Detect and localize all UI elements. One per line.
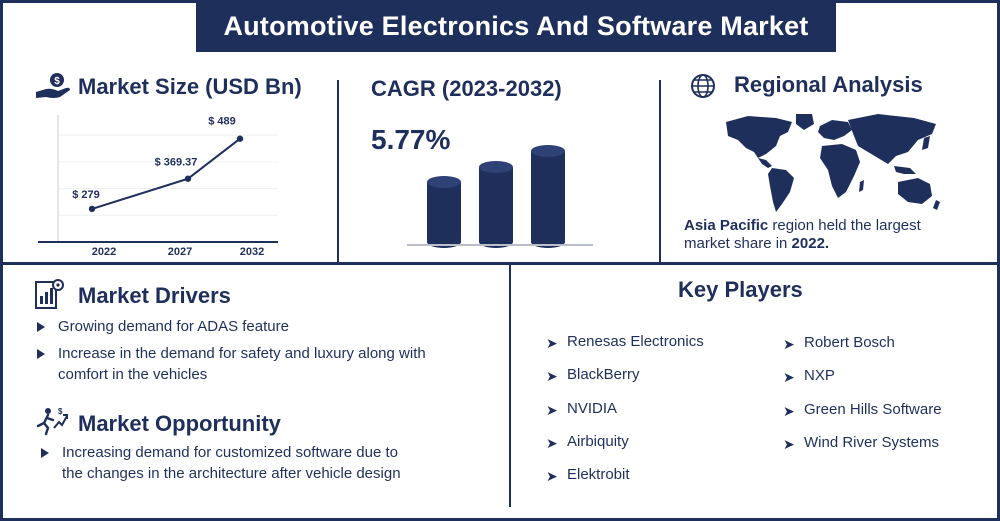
series-line <box>91 137 241 210</box>
key-player-right-3: Green Hills Software <box>804 401 942 418</box>
money-hand-icon: $ <box>34 72 74 107</box>
data-point-2027 <box>184 175 192 182</box>
key-player-arrow-icon: ➤ <box>783 336 795 352</box>
report-chart-icon <box>34 278 64 315</box>
x-tick-label-2022: 2022 <box>92 246 116 258</box>
opportunity-bullet-1 <box>41 448 49 458</box>
section-divider-2 <box>659 80 661 262</box>
key-players-heading: Key Players <box>678 277 803 302</box>
cagr-value: 5.77% <box>371 124 451 155</box>
key-player-arrow-icon: ➤ <box>546 435 558 451</box>
key-player-arrow-icon: ➤ <box>546 335 558 351</box>
key-player-left-2: BlackBerry <box>567 366 640 383</box>
key-player-arrow-icon: ➤ <box>783 369 795 385</box>
svg-text:$: $ <box>58 407 63 416</box>
regional-text: Asia Pacific region held the largest mar… <box>684 217 921 253</box>
data-label-2032: $ 489 <box>208 116 236 128</box>
cylinder-3 <box>531 151 565 242</box>
section-divider-1 <box>337 80 339 262</box>
cylinder-3-base <box>531 236 565 248</box>
globe-icon <box>690 73 716 104</box>
world-map <box>726 114 940 212</box>
driver-item-2: Increase in the demand for safety and lu… <box>58 345 426 362</box>
regional-text-line2: market share in <box>684 235 792 252</box>
cylinder-2-top <box>479 161 513 173</box>
cylinder-1-top <box>427 176 461 188</box>
section-divider-3 <box>509 265 511 507</box>
key-player-left-3: NVIDIA <box>567 400 618 417</box>
driver-item-1: Growing demand for ADAS feature <box>58 318 289 335</box>
data-label-2027: $ 369.37 <box>155 157 198 169</box>
market-drivers-heading: Market Drivers <box>78 283 231 308</box>
key-player-arrow-icon: ➤ <box>546 368 558 384</box>
market-opportunity-heading: Market Opportunity <box>78 411 281 436</box>
key-player-right-4: Wind River Systems <box>804 434 940 451</box>
x-tick-label-2027: 2027 <box>168 246 192 258</box>
regional-year: 2022. <box>791 235 830 252</box>
key-player-arrow-icon: ➤ <box>546 468 558 484</box>
data-point-2032 <box>236 135 244 142</box>
market-size-chart: $ 279 $ 369.37 $ 489 2022 2027 2032 <box>38 115 278 258</box>
x-tick-label-2032: 2032 <box>240 246 264 258</box>
key-player-arrow-icon: ➤ <box>783 403 795 419</box>
cagr-cylinders <box>407 145 593 248</box>
key-player-arrow-icon: ➤ <box>783 436 795 452</box>
cagr-heading: CAGR (2023-2032) <box>371 76 562 101</box>
data-point-2022 <box>88 205 96 213</box>
regional-highlight: Asia Pacific <box>684 217 769 234</box>
driver-item-2-cont: comfort in the vehicles <box>58 366 208 383</box>
driver-bullet-2 <box>37 349 45 359</box>
key-player-left-4: Airbiquity <box>567 433 629 450</box>
regional-text-line1: region held the largest <box>768 217 921 234</box>
opportunity-item-1: Increasing demand for customized softwar… <box>62 444 399 461</box>
opportunity-item-1-cont: the changes in the architecture after ve… <box>62 465 401 482</box>
cylinder-3-top <box>531 145 565 157</box>
section-divider-horizontal <box>0 262 1000 265</box>
key-player-right-2: NXP <box>804 367 835 384</box>
cylinder-1 <box>427 182 461 242</box>
key-player-right-1: Robert Bosch <box>804 334 895 351</box>
cylinder-2-base <box>479 236 513 248</box>
cylinder-1-base <box>427 236 461 248</box>
key-player-left-1: Renesas Electronics <box>567 333 704 350</box>
key-player-left-5: Elektrobit <box>567 466 630 483</box>
data-label-2022: $ 279 <box>72 189 100 201</box>
cylinder-2 <box>479 167 513 242</box>
svg-text:$: $ <box>54 76 60 87</box>
market-size-heading: Market Size (USD Bn) <box>78 74 302 99</box>
page-title: Automotive Electronics And Software Mark… <box>196 0 836 52</box>
growth-runner-icon: $ <box>34 406 68 441</box>
regional-heading: Regional Analysis <box>734 72 923 97</box>
driver-bullet-1 <box>37 322 45 332</box>
key-player-arrow-icon: ➤ <box>546 402 558 418</box>
